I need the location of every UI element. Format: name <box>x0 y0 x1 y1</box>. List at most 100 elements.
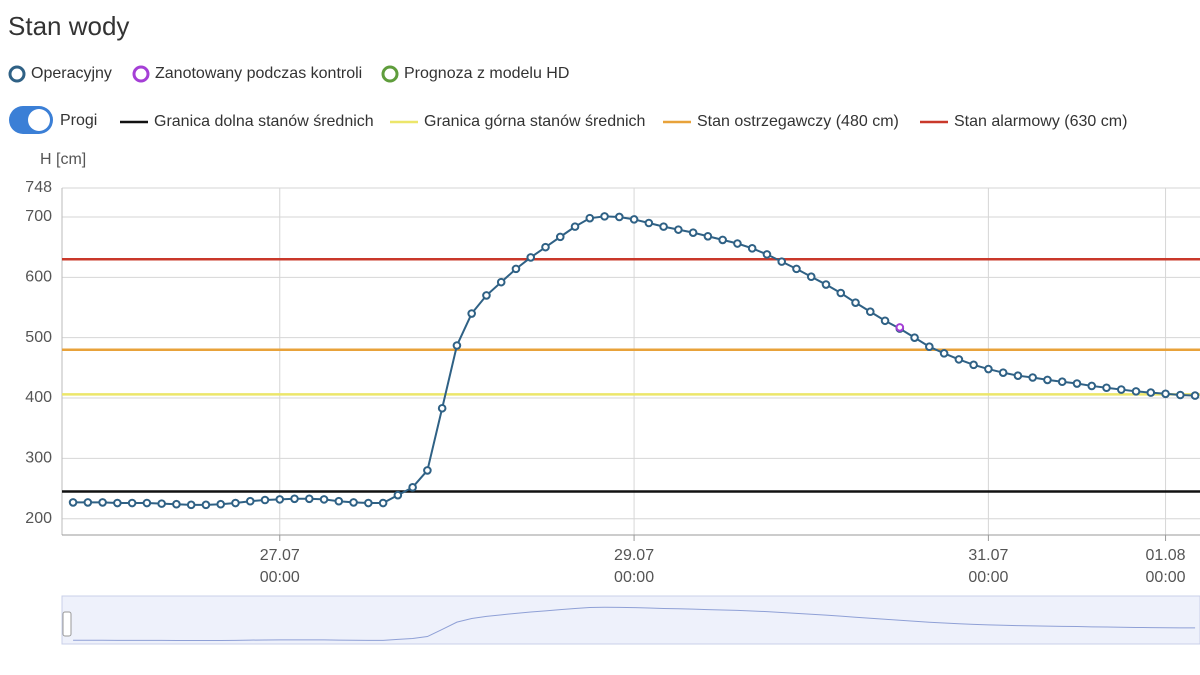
x-tick-label: 29.07 00:00 <box>614 547 654 586</box>
legend-marker[interactable] <box>381 65 399 83</box>
data-point <box>1116 385 1126 394</box>
data-point <box>1013 371 1023 380</box>
data-point <box>1057 377 1067 387</box>
data-point <box>806 272 816 282</box>
data-point <box>172 499 181 509</box>
data-point <box>629 215 639 224</box>
data-point <box>526 253 536 262</box>
data-point <box>423 466 432 475</box>
navigator-handle[interactable] <box>62 611 72 637</box>
y-tick-label: 300 <box>25 450 52 467</box>
legend-label[interactable]: Stan alarmowy (630 cm) <box>954 113 1127 130</box>
data-point <box>984 364 993 374</box>
x-tick-label: 27.07 00:00 <box>260 547 300 586</box>
data-point <box>718 235 727 245</box>
legend-marker[interactable] <box>8 65 26 83</box>
data-point <box>555 232 565 242</box>
data-point <box>925 342 934 352</box>
data-point <box>851 298 860 307</box>
data-point <box>821 280 831 289</box>
data-point <box>1072 379 1082 388</box>
x-tick-label: 01.08 00:00 <box>1146 547 1186 586</box>
data-point <box>1176 390 1185 400</box>
navigator[interactable] <box>61 595 1200 645</box>
plot <box>62 212 1200 510</box>
data-point <box>83 498 93 507</box>
data-point <box>349 498 358 507</box>
data-point <box>127 498 137 508</box>
data-point <box>733 239 742 248</box>
y-tick-label: 500 <box>25 329 52 346</box>
data-point <box>1028 373 1037 382</box>
data-point <box>482 291 491 300</box>
legend-label[interactable]: Prognoza z modelu HD <box>404 65 569 82</box>
y-tick-label: 700 <box>25 208 52 225</box>
navigator-series <box>73 606 1196 642</box>
data-point <box>245 496 255 506</box>
data-point <box>231 498 240 508</box>
data-point <box>452 341 462 350</box>
data-point <box>1043 375 1052 385</box>
toggle-label[interactable]: Progi <box>60 112 97 129</box>
navigator-line <box>73 606 1196 642</box>
data-point <box>880 316 890 326</box>
data-point <box>290 494 299 504</box>
data-point <box>260 495 270 505</box>
data-point <box>98 498 107 507</box>
legend-label[interactable]: Stan ostrzegawczy (480 cm) <box>697 113 899 130</box>
data-point <box>408 483 417 492</box>
legend-label[interactable]: Granica górna stanów średnich <box>424 113 645 130</box>
data-point <box>157 499 166 508</box>
legend-label[interactable]: Operacyjny <box>31 65 112 82</box>
data-point <box>600 212 609 221</box>
data-point <box>142 498 152 508</box>
legend-marker[interactable] <box>132 65 150 83</box>
data-point <box>1161 389 1170 399</box>
data-point <box>615 212 624 222</box>
data-point <box>910 333 919 342</box>
data-point <box>1102 383 1111 393</box>
y-tick-label: 200 <box>25 510 52 527</box>
data-point <box>969 360 978 370</box>
data-point <box>688 228 698 237</box>
data-point <box>467 309 476 318</box>
grid: 748 700 600 500 400 300 200 27.07 00:00 29.07 00:0… <box>25 179 1200 586</box>
data-point <box>334 496 344 506</box>
chart-title: Stan wody <box>8 11 129 41</box>
x-tick-label: 31.07 00:00 <box>968 547 1008 586</box>
data-point <box>703 231 713 241</box>
data-point <box>304 494 314 504</box>
data-point <box>998 368 1008 377</box>
data-point <box>319 495 329 504</box>
data-point <box>541 242 550 252</box>
data-point <box>674 225 683 234</box>
y-tick-label: 600 <box>25 269 52 286</box>
data-point <box>762 250 772 259</box>
data-point <box>865 307 875 317</box>
data-point <box>1131 387 1141 396</box>
data-point <box>1190 391 1200 400</box>
data-point <box>378 498 388 508</box>
data-point <box>186 500 196 510</box>
toggle-knob[interactable] <box>28 109 50 131</box>
data-point <box>792 264 801 274</box>
legend-label[interactable]: Zanotowany podczas kontroli <box>155 65 362 82</box>
data-point <box>216 499 226 509</box>
data-point <box>1146 388 1156 397</box>
data-point <box>393 490 403 500</box>
legend-label[interactable]: Granica dolna stanów średnich <box>154 113 374 130</box>
y-tick-label: 748 <box>25 179 52 196</box>
data-point <box>659 222 668 231</box>
y-axis-label: H [cm] <box>40 151 86 168</box>
y-tick-label: 400 <box>25 389 52 406</box>
data-point <box>644 218 654 228</box>
data-point <box>585 213 595 223</box>
data-point <box>895 323 905 332</box>
data-point <box>747 244 757 253</box>
data-point <box>201 500 211 510</box>
data-point <box>496 277 506 287</box>
data-point <box>954 355 964 364</box>
data-point <box>511 264 521 274</box>
data-point <box>68 498 78 507</box>
